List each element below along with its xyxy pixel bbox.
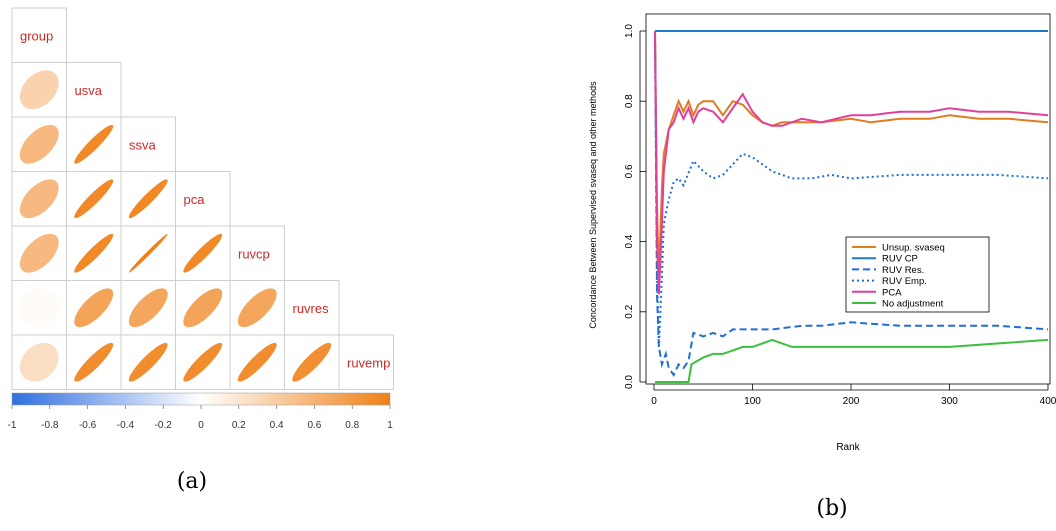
correlation-ellipse <box>128 233 168 273</box>
colorbar-tick-label: -1 <box>8 420 17 431</box>
legend-label: Unsup. svaseq <box>882 243 945 254</box>
correlation-cell <box>229 280 285 336</box>
variable-label: group <box>20 28 53 43</box>
variable-labels: group usva ssva pca ruvcp ruvres ruvemp <box>20 28 390 370</box>
legend-label: RUV Res. <box>882 265 924 276</box>
axes: 0 100 200 300 400 0.0 0.2 0.4 0.6 0.8 1.0 <box>624 24 1056 407</box>
series-line <box>655 338 1049 383</box>
correlation-ellipse <box>74 179 114 219</box>
x-tick-label: 100 <box>744 396 761 407</box>
x-tick-label: 0 <box>651 396 657 407</box>
colorbar-tick-label: -0.4 <box>117 420 135 431</box>
y-tick-label: 0.6 <box>624 164 635 178</box>
correlation-ellipse <box>19 124 59 164</box>
diagonal-cell <box>11 7 67 63</box>
correlation-ellipse <box>19 288 59 328</box>
correlation-chart: group usva ssva pca ruvcp ruvres ruvemp -1 -0.8… <box>8 7 394 494</box>
y-axis-label: Concordance Between Supervised svaseq an… <box>588 81 598 329</box>
y-tick-label: 0.4 <box>624 234 635 248</box>
variable-label: ruvres <box>293 301 330 316</box>
colorbar-tick-label: 0.4 <box>270 420 284 431</box>
x-tick-label: 300 <box>941 396 958 407</box>
variable-label: ssva <box>129 137 157 152</box>
x-tick-label: 400 <box>1040 396 1056 407</box>
colorbar-tick-label: -0.8 <box>41 420 59 431</box>
correlation-cells <box>11 7 394 390</box>
correlation-ellipse <box>128 288 168 328</box>
variable-label: ruvcp <box>238 246 270 261</box>
variable-label: pca <box>184 192 206 207</box>
y-tick-label: 0.0 <box>624 375 635 389</box>
variable-label: ruvemp <box>347 355 390 370</box>
correlation-ellipse <box>128 342 168 382</box>
concordance-panel: 0 100 200 300 400 0.0 0.2 0.4 0.6 0.8 1.0 Rank Con… <box>560 0 1056 526</box>
legend-box <box>845 236 990 313</box>
legend-label: PCA <box>882 287 902 298</box>
correlation-ellipse <box>237 288 277 328</box>
correlation-ellipse <box>19 233 59 273</box>
colorbar <box>11 392 391 406</box>
diagonal-cell <box>66 62 122 118</box>
correlation-ellipse <box>74 233 114 273</box>
colorbar-tick-label: -0.6 <box>79 420 97 431</box>
colorbar-tick-label: 0.8 <box>345 420 359 431</box>
correlation-ellipse <box>183 342 223 382</box>
correlation-ellipse <box>74 124 114 164</box>
y-tick-label: 0.8 <box>624 94 635 108</box>
correlation-ellipse <box>237 342 277 382</box>
diagonal-cell <box>120 116 176 172</box>
legend-label: RUV Emp. <box>882 276 927 287</box>
panel-label-b: (b) <box>816 496 847 521</box>
correlation-ellipse <box>128 179 168 219</box>
series-lines <box>654 30 1049 383</box>
colorbar-tick-label: 0 <box>198 420 204 431</box>
series-line <box>654 30 1049 295</box>
series-line <box>654 30 1049 347</box>
legend-label: RUV CP <box>882 254 918 265</box>
colorbar-tick-label: 0.2 <box>232 420 246 431</box>
concordance-chart: 0 100 200 300 400 0.0 0.2 0.4 0.6 0.8 1.0 Rank Con… <box>588 13 1056 521</box>
y-tick-label: 0.2 <box>624 304 635 318</box>
colorbar-tick-label: 1 <box>387 420 393 431</box>
colorbar-ticks: -1 -0.8 -0.6 -0.4 -0.2 0 0.2 0.4 0.6 0.8 1 <box>8 405 393 431</box>
plot-frame <box>645 13 1051 385</box>
correlation-ellipse <box>183 288 223 328</box>
correlation-ellipse <box>19 70 59 110</box>
diagonal-cell <box>338 334 394 390</box>
correlation-ellipse <box>74 288 114 328</box>
colorbar-tick-label: 0.6 <box>307 420 321 431</box>
correlation-ellipse <box>183 233 223 273</box>
x-tick-label: 200 <box>843 396 860 407</box>
panel-label-a: (a) <box>177 469 207 494</box>
correlation-ellipse <box>292 342 332 382</box>
x-axis-label: Rank <box>836 442 860 453</box>
variable-label: usva <box>75 83 103 98</box>
colorbar-tick-label: -0.2 <box>155 420 173 431</box>
diagonal-cell <box>175 171 231 227</box>
legend-label: No adjustment <box>882 299 944 310</box>
correlation-ellipse <box>19 179 59 219</box>
series-line <box>654 30 1049 377</box>
y-tick-label: 1.0 <box>624 24 635 38</box>
correlation-ellipse <box>74 342 114 382</box>
correlation-ellipse <box>19 342 59 382</box>
correlation-panel: group usva ssva pca ruvcp ruvres ruvemp -1 -0.8… <box>0 0 410 526</box>
